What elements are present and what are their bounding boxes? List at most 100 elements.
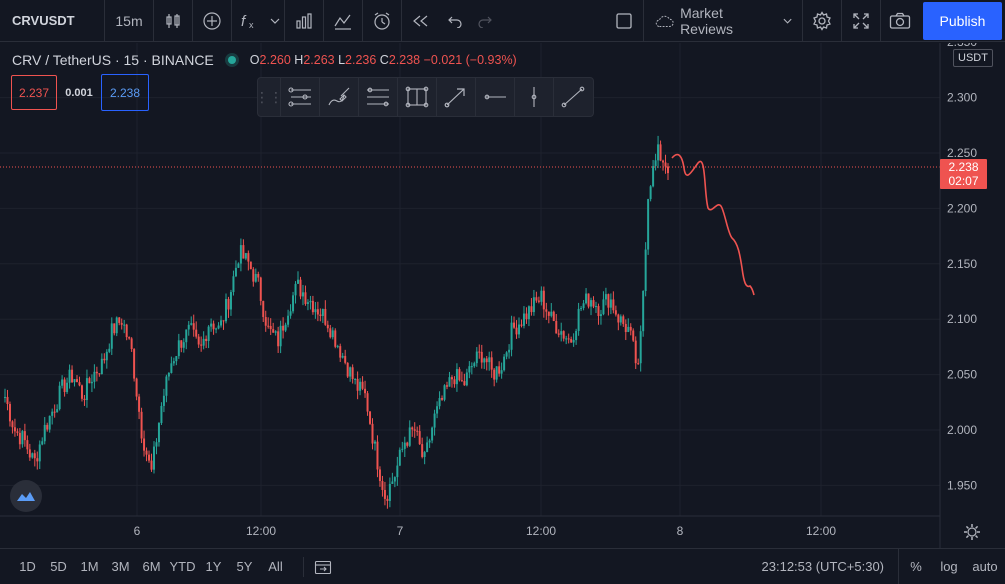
buy-button[interactable]: 2.238 [101, 74, 149, 111]
compare-add-icon[interactable] [193, 0, 231, 42]
candle-body [28, 449, 31, 458]
drag-handle-icon[interactable]: ⋮⋮ [255, 88, 283, 105]
candle-body [624, 323, 627, 333]
candle-body [68, 369, 71, 383]
candle-body [43, 424, 46, 442]
indicators-dropdown-chevron-icon[interactable] [266, 0, 284, 42]
candle-body [257, 273, 260, 278]
candle-body [36, 458, 39, 462]
brush-tool-icon[interactable] [319, 78, 358, 116]
candle-body [83, 398, 86, 401]
range-1m[interactable]: 1M [80, 559, 99, 574]
chart-area[interactable]: 2.3502.3002.2502.2002.1502.1002.0502.000… [0, 35, 1005, 548]
go-to-date-icon[interactable] [314, 559, 338, 575]
layout-square-icon[interactable] [605, 0, 643, 42]
camera-icon[interactable] [881, 0, 919, 42]
sell-button[interactable]: 2.237 [11, 75, 57, 110]
timezone-clock[interactable]: 23:12:53 (UTC+5:30) [761, 559, 884, 574]
candle-body [421, 444, 424, 457]
date-range-list: 1D 5D 1M 3M 6M YTD 1Y 5Y All [12, 559, 291, 574]
percent-scale-toggle[interactable]: % [898, 549, 933, 584]
candle-body [319, 314, 322, 317]
alert-clock-icon[interactable] [363, 0, 401, 42]
range-5d[interactable]: 5D [50, 559, 67, 574]
candle-body [450, 377, 453, 380]
time-tick-label: 12:00 [806, 524, 836, 538]
candle-body [508, 349, 511, 353]
price-unit-label[interactable]: USDT [953, 49, 993, 67]
range-ytd[interactable]: YTD [169, 559, 196, 574]
undo-icon[interactable] [440, 0, 470, 42]
market-reviews-button[interactable]: Market Reviews [644, 0, 802, 42]
range-6m[interactable]: 6M [142, 559, 161, 574]
candle-body [592, 300, 595, 307]
rectangle-tool-icon[interactable] [397, 78, 436, 116]
vertical-line-tool-icon[interactable] [514, 78, 553, 116]
candle-body [649, 186, 652, 200]
candle-body [225, 299, 227, 322]
legend-title[interactable]: CRV / TetherUS · 15 · BINANCE [12, 52, 214, 68]
candle-body [180, 340, 183, 348]
horizontal-ray-tool-icon[interactable] [475, 78, 514, 116]
candle-body [627, 326, 630, 333]
candle-body [639, 331, 642, 364]
candle-body [515, 327, 518, 335]
candles-icon[interactable] [154, 0, 192, 42]
redo-icon[interactable] [470, 0, 500, 42]
candle-body [321, 308, 324, 317]
candle-body [607, 294, 610, 308]
templates-icon[interactable] [324, 0, 362, 42]
symbol-search-button[interactable]: CRVUSDT [12, 13, 75, 28]
candle-body [657, 144, 660, 161]
candle-body [498, 366, 501, 374]
candle-body [403, 442, 406, 449]
candle-body [311, 300, 314, 313]
candle-body [23, 431, 26, 441]
candle-body [428, 440, 431, 443]
auto-scale-toggle[interactable]: auto [972, 559, 998, 574]
range-all[interactable]: All [268, 559, 283, 574]
publish-button[interactable]: Publish [923, 2, 1002, 40]
replay-icon[interactable] [402, 0, 440, 42]
axis-settings-gear-icon[interactable] [964, 524, 980, 540]
chart-grid [0, 43, 940, 516]
candle-body [110, 323, 113, 349]
change-value: −0.021 (−0.93%) [423, 53, 517, 67]
candle-body [614, 310, 617, 315]
candle-body [585, 293, 588, 304]
projection-line-path[interactable] [671, 153, 755, 296]
candle-body [555, 320, 558, 334]
candle-body [336, 346, 339, 348]
candle-body [292, 295, 295, 312]
interval-button[interactable]: 15m [115, 12, 143, 29]
price-chart[interactable]: 2.3502.3002.2502.2002.1502.1002.0502.000… [0, 35, 1005, 548]
range-1d[interactable]: 1D [19, 559, 36, 574]
fib-retracement-tool-icon[interactable] [358, 78, 397, 116]
candle-body [475, 351, 478, 364]
candle-body [222, 320, 225, 322]
gear-icon[interactable] [803, 0, 841, 42]
range-3m[interactable]: 3M [111, 559, 130, 574]
candle-body [73, 379, 76, 383]
candle-body [369, 411, 372, 424]
candle-body [249, 261, 252, 270]
trend-line-tool-icon[interactable] [553, 78, 592, 116]
financials-bar-icon[interactable] [285, 0, 323, 42]
range-1y[interactable]: 1Y [205, 559, 222, 574]
candle-body [446, 385, 448, 387]
ohlc-values: O2.260 H2.263 L2.236 C2.238 −0.021 (−0.9… [249, 53, 517, 67]
fullscreen-icon[interactable] [842, 0, 880, 42]
log-scale-toggle[interactable]: log [940, 559, 958, 574]
candle-body [192, 323, 195, 330]
parallel-channel-tool-icon[interactable] [280, 78, 319, 116]
candle-body [185, 329, 188, 343]
arrow-tool-icon[interactable] [436, 78, 475, 116]
tradingview-logo[interactable] [10, 480, 42, 512]
candle-body [18, 432, 21, 445]
candle-body [6, 396, 9, 405]
candle-body [351, 367, 354, 380]
range-5y[interactable]: 5Y [236, 559, 253, 574]
cloud-icon [655, 15, 674, 27]
price-tick-label: 2.000 [947, 423, 977, 437]
